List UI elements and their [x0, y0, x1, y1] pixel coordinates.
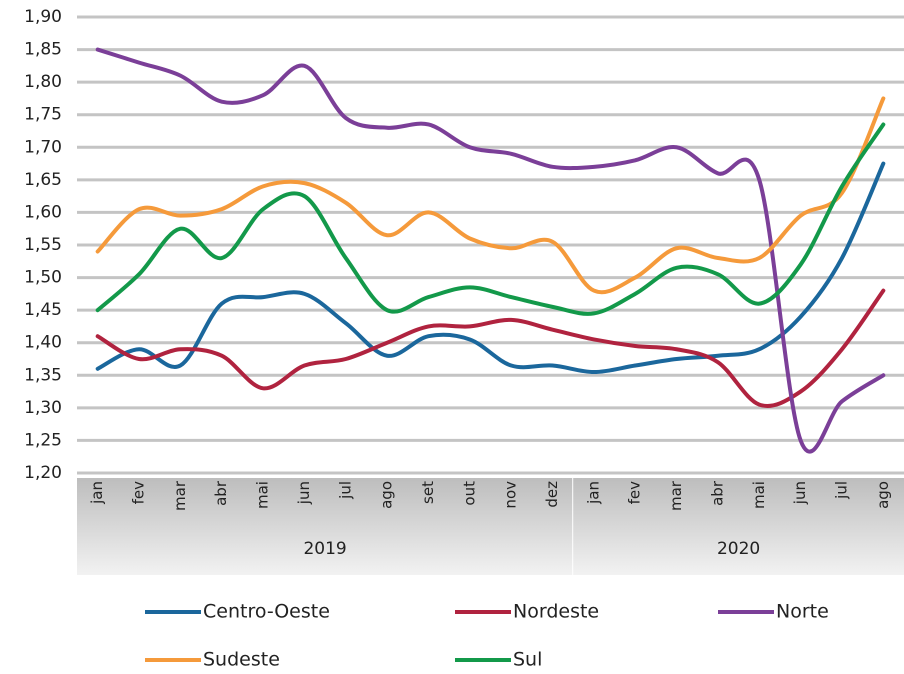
x-tick-label: nov — [502, 481, 520, 509]
y-tick-label: 1,65 — [24, 170, 62, 190]
y-tick-label: 1,35 — [24, 365, 62, 385]
y-tick-label: 1,40 — [24, 333, 62, 353]
series-line — [95, 161, 886, 375]
year-label: 2019 — [303, 539, 346, 559]
series-line — [95, 122, 886, 316]
legend-label: Sul — [513, 649, 542, 671]
x-tick-label: jul — [832, 481, 850, 500]
y-tick-label: 1,60 — [24, 202, 62, 222]
year-band — [77, 478, 573, 575]
year-band — [573, 478, 904, 575]
x-tick-label: jan — [88, 481, 106, 505]
y-tick-label: 1,90 — [24, 7, 62, 27]
legend-label: Sudeste — [203, 649, 280, 671]
x-tick-label: abr — [708, 480, 726, 506]
legend-label: Centro-Oeste — [203, 601, 330, 623]
x-tick-label: jan — [584, 481, 602, 505]
series-line — [95, 47, 886, 454]
legend-label: Nordeste — [513, 601, 599, 623]
x-tick-label: set — [419, 481, 437, 504]
x-tick-label: jun — [791, 481, 809, 505]
x-tick-label: dez — [543, 481, 561, 508]
x-tick-label: fev — [626, 481, 644, 505]
y-tick-label: 1,55 — [24, 235, 62, 255]
x-tick-label: jun — [295, 481, 313, 505]
y-tick-label: 1,50 — [24, 268, 62, 288]
y-tick-label: 1,45 — [24, 300, 62, 320]
y-tick-label: 1,85 — [24, 40, 62, 60]
series-line — [95, 96, 886, 295]
x-tick-label: mar — [667, 480, 685, 511]
x-tick-label: jul — [336, 481, 354, 500]
year-label: 2020 — [717, 539, 760, 559]
x-tick-label: out — [460, 481, 478, 506]
x-tick-label: mar — [171, 480, 189, 511]
legend-label: Norte — [776, 601, 829, 623]
y-tick-label: 1,30 — [24, 398, 62, 418]
y-tick-label: 1,75 — [24, 105, 62, 125]
x-tick-label: mai — [750, 481, 768, 509]
y-tick-label: 1,80 — [24, 72, 62, 92]
x-tick-label: ago — [378, 481, 396, 509]
x-tick-label: mai — [254, 481, 272, 509]
y-tick-label: 1,25 — [24, 430, 62, 450]
x-tick-label: fev — [130, 481, 148, 505]
x-tick-label: abr — [212, 480, 230, 506]
series-line — [95, 288, 886, 408]
y-tick-label: 1,70 — [24, 137, 62, 157]
x-tick-label: ago — [874, 481, 892, 509]
y-tick-label: 1,20 — [24, 463, 62, 483]
